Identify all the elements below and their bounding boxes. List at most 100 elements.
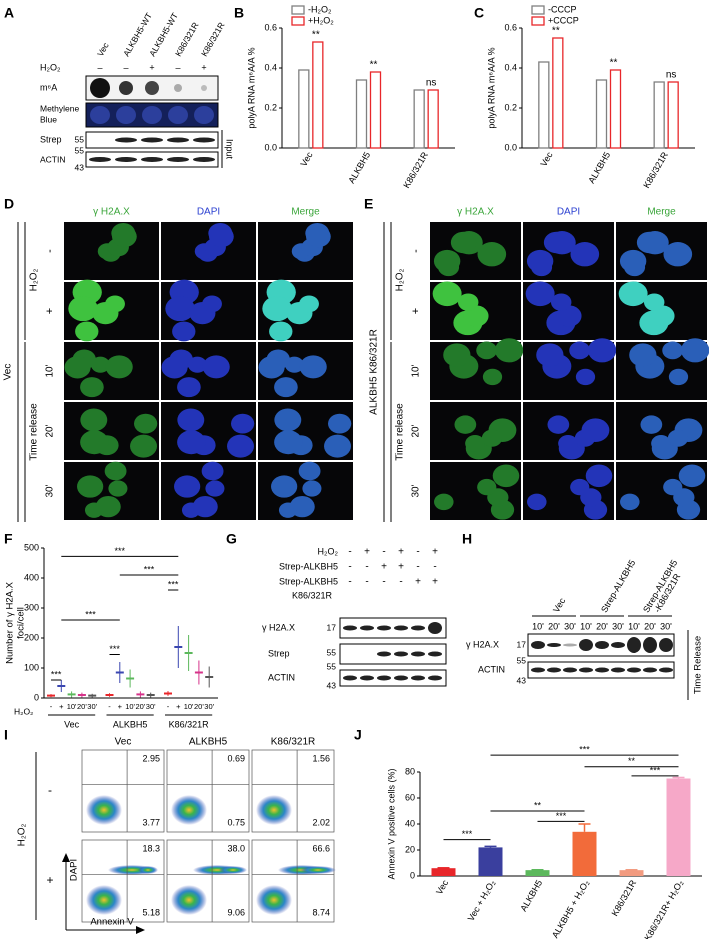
quadrant-value: 0.69	[227, 753, 245, 763]
label: 55	[75, 145, 85, 155]
sign: -	[416, 547, 419, 558]
label: ACTIN	[478, 664, 505, 674]
label: H₂O₂	[29, 269, 40, 292]
quadrant-value: 2.95	[142, 753, 160, 763]
label: γ H2A.X	[262, 622, 295, 632]
nucleus	[668, 368, 689, 386]
nucleus	[680, 338, 709, 363]
bar	[427, 89, 439, 149]
band	[579, 667, 593, 673]
bar	[478, 847, 503, 876]
sign: +	[381, 562, 387, 573]
y-axis-label: polyA RNA m⁶A/A %	[246, 47, 256, 128]
nucleus	[678, 464, 706, 488]
x-tick-label: 20'	[194, 702, 204, 711]
nucleus	[269, 321, 293, 342]
nucleus	[104, 461, 127, 481]
bar	[413, 89, 425, 149]
significance: ***	[85, 609, 96, 619]
nucleus	[662, 341, 684, 360]
label: H₂O₂	[318, 546, 339, 556]
nucleus	[432, 281, 462, 307]
y-tick-label: 20	[405, 844, 415, 854]
band	[193, 137, 215, 143]
nucleus	[476, 341, 498, 360]
panel-label: D	[4, 196, 14, 212]
significance: ***	[579, 744, 590, 754]
y-tick-label: 400	[24, 572, 39, 582]
density	[256, 795, 292, 825]
nucleus	[161, 356, 188, 379]
column-header: γ H2A.X	[93, 207, 130, 218]
band	[411, 625, 425, 631]
nucleus	[202, 355, 230, 379]
x-tick-label: 10'	[184, 702, 194, 711]
nucleus	[651, 435, 671, 452]
time-label: 10'	[532, 621, 544, 631]
nucleus	[274, 408, 302, 432]
time-label: 30'	[564, 621, 576, 631]
column-header: Vec	[115, 737, 132, 748]
x-tick-label: ALKBH5	[518, 878, 544, 913]
y-tick-label: 0.4	[504, 62, 517, 72]
dot	[90, 106, 110, 124]
label: Time release	[29, 403, 40, 461]
band	[611, 642, 625, 648]
sign: -	[382, 547, 385, 558]
label: H₂O₂	[40, 62, 61, 72]
x-tick-label: K86/321R+ H₂O₂	[642, 878, 685, 939]
x-tick-label: ALKBH5	[346, 150, 372, 185]
sign: -	[365, 577, 368, 588]
column-header: Merge	[647, 207, 676, 218]
nucleus	[550, 293, 572, 311]
x-tick-label: ALKBH5 + H₂O₂	[550, 878, 592, 939]
nucleus	[640, 415, 663, 434]
row-label: +	[44, 308, 56, 314]
time-label: 10'	[628, 621, 640, 631]
band	[428, 651, 442, 657]
label: 17	[327, 622, 337, 632]
significance: ***	[51, 669, 62, 679]
band	[141, 157, 163, 162]
band	[411, 651, 425, 657]
y-tick-label: 0.2	[264, 102, 277, 112]
panel-label: E	[364, 196, 373, 212]
nucleus	[454, 415, 477, 434]
bar	[355, 79, 368, 149]
significance: ***	[650, 765, 661, 775]
label: Time Release	[693, 636, 704, 694]
sign: -	[365, 562, 368, 573]
significance: ***	[462, 829, 473, 839]
nucleus	[231, 413, 255, 434]
nucleus	[130, 434, 157, 458]
y-axis-label: polyA RNA m⁶A/A %	[486, 47, 496, 128]
panel-label: C	[474, 5, 484, 21]
lane-label: Vec	[95, 40, 111, 58]
group-label: Vec	[551, 596, 567, 614]
nucleus	[575, 368, 596, 386]
density	[219, 866, 247, 874]
y-tick-label: 500	[24, 542, 39, 552]
nucleus	[80, 430, 109, 455]
y-tick-label: 0	[34, 692, 39, 702]
band	[659, 638, 673, 652]
dot	[194, 106, 214, 124]
sign: -	[433, 562, 436, 573]
nucleus	[450, 231, 477, 254]
nucleus	[570, 478, 590, 496]
quadrant-value: 9.06	[227, 907, 245, 917]
nucleus	[274, 430, 303, 455]
y-tick-label: 0.4	[264, 62, 277, 72]
significance: **	[552, 26, 560, 37]
quadrant-value: 66.6	[312, 843, 330, 853]
axis-label: Annexin V	[90, 917, 134, 928]
x-tick-label: K86/321R	[401, 150, 430, 190]
axis-label: DAPI	[69, 859, 80, 881]
band	[167, 157, 189, 162]
time-label: 20'	[548, 621, 560, 631]
nucleus	[536, 343, 564, 367]
treatment-sign: –	[175, 62, 180, 72]
label: 55	[75, 134, 85, 144]
label: H₂O₂	[17, 824, 28, 847]
band	[115, 157, 137, 162]
